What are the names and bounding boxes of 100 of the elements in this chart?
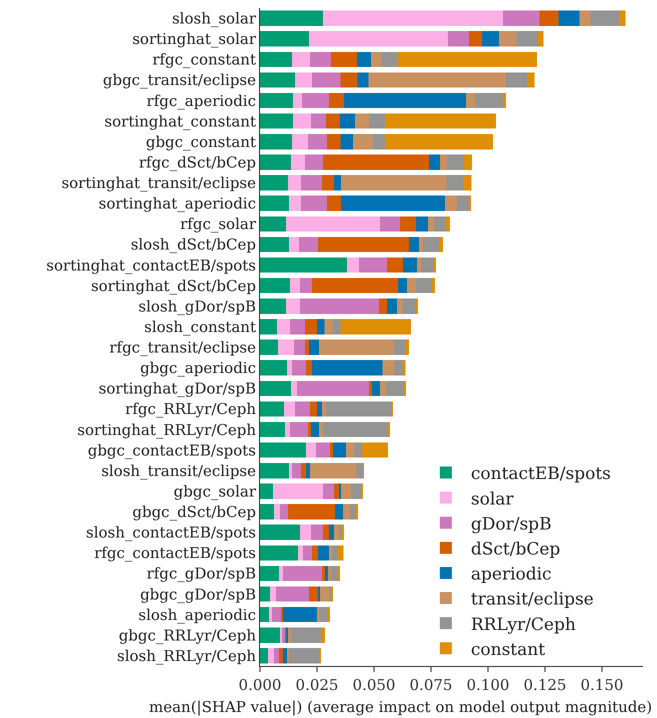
- bar: [283, 566, 322, 582]
- bar: [260, 648, 268, 664]
- bar: [317, 319, 324, 334]
- y-tick-label: gbgc_constant: [146, 132, 256, 151]
- bar: [292, 360, 306, 376]
- bar: [310, 463, 356, 478]
- bar: [295, 72, 312, 88]
- bar: [464, 154, 472, 170]
- bar: [260, 92, 294, 108]
- bar: [278, 648, 284, 664]
- x-tick-label: 0.025: [296, 676, 338, 694]
- bar: [260, 113, 294, 129]
- bar: [260, 236, 289, 252]
- y-tick-label: slosh_dSct/bCep: [130, 236, 256, 254]
- bar: [334, 524, 339, 540]
- y-tick-label: sortinghat_constant: [104, 112, 256, 130]
- legend-label: aperiodic: [470, 564, 552, 585]
- bar: [417, 257, 422, 273]
- legend-label: gDor/spB: [470, 514, 552, 534]
- bar: [402, 298, 417, 314]
- bar: [316, 401, 322, 417]
- bar: [286, 298, 300, 314]
- bar: [540, 10, 559, 26]
- bar: [306, 463, 310, 478]
- bar: [340, 196, 445, 211]
- bar: [288, 504, 335, 520]
- y-tick-label: gbgc_gDor/spB: [140, 585, 256, 604]
- bar: [268, 648, 274, 664]
- bar: [292, 463, 301, 478]
- bar: [290, 422, 308, 438]
- x-axis-title: mean(|SHAP value|) (average impact on model output magnitude): [149, 698, 652, 716]
- bar: [282, 606, 317, 622]
- bar: [260, 278, 290, 294]
- bar: [440, 154, 447, 170]
- bar: [322, 566, 325, 582]
- bar: [312, 278, 398, 294]
- bar: [260, 586, 270, 602]
- bar: [347, 257, 360, 273]
- y-tick-label: rfgc_aperiodic: [146, 92, 256, 110]
- bar: [340, 319, 412, 334]
- bar: [380, 380, 386, 396]
- legend-label: constant: [470, 640, 546, 660]
- legend-label: contactEB/spots: [470, 464, 611, 484]
- bar: [354, 504, 358, 520]
- bar: [288, 463, 292, 478]
- bar: [408, 236, 419, 252]
- bar: [260, 422, 286, 438]
- bar: [276, 586, 310, 602]
- bar: [326, 113, 340, 129]
- bar: [328, 566, 331, 582]
- bar: [322, 154, 429, 170]
- bar: [400, 216, 416, 232]
- bar: [309, 340, 320, 355]
- bar: [416, 278, 432, 294]
- bar: [499, 31, 516, 46]
- bar: [384, 134, 493, 150]
- bar: [260, 175, 288, 190]
- bar: [386, 298, 397, 314]
- bar: [260, 545, 298, 561]
- y-tick-label: slosh_transit/eclipse: [101, 462, 256, 480]
- bar: [303, 545, 312, 561]
- y-tick-label: sortinghat_transit/eclipse: [61, 174, 256, 192]
- bar: [357, 72, 368, 88]
- bar: [300, 463, 306, 478]
- bar: [319, 340, 394, 355]
- bar: [360, 484, 364, 499]
- bar: [272, 484, 323, 499]
- bar: [291, 380, 297, 396]
- bar: [320, 586, 329, 602]
- y-tick-label: sortinghat_contactEB/spots: [46, 256, 256, 274]
- bar: [290, 628, 321, 643]
- bar: [310, 524, 323, 540]
- bar: [502, 92, 506, 108]
- bar: [260, 298, 286, 314]
- bar: [300, 524, 311, 540]
- x-tick-label: 0.075: [410, 676, 452, 694]
- bar: [260, 360, 287, 376]
- bar: [505, 72, 528, 88]
- bar: [274, 504, 280, 520]
- bar: [446, 175, 464, 190]
- bar: [404, 340, 410, 355]
- bar: [382, 52, 398, 68]
- bar: [260, 134, 292, 150]
- bar: [305, 319, 318, 334]
- bar: [260, 319, 278, 334]
- bar: [342, 504, 350, 520]
- y-tick-label: sortinghat_solar: [132, 30, 257, 48]
- bar: [516, 31, 538, 46]
- bar: [328, 524, 334, 540]
- y-tick-label: rfgc_RRLyr/Ceph: [125, 400, 256, 418]
- bar: [286, 216, 380, 232]
- bar: [334, 175, 342, 190]
- y-tick-label: gbgc_aperiodic: [140, 359, 256, 378]
- bar: [538, 31, 544, 46]
- bar: [332, 442, 346, 458]
- bar: [330, 52, 357, 68]
- bar: [344, 92, 466, 108]
- bar: [340, 484, 351, 499]
- bar: [446, 154, 464, 170]
- bar: [332, 545, 338, 561]
